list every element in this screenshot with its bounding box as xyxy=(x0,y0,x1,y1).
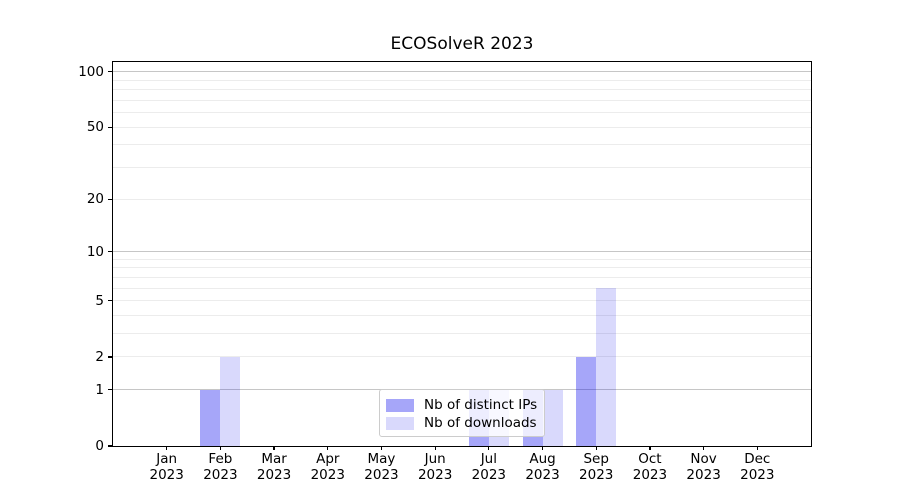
x-tick-label-dec: Dec 2023 xyxy=(740,451,775,483)
y-tick-10 xyxy=(108,250,112,253)
y-tick-50 xyxy=(108,126,112,128)
gridline-minor-8 xyxy=(113,267,811,269)
x-tick-oct xyxy=(649,446,651,450)
legend-label-downloads: Nb of downloads xyxy=(424,415,537,431)
x-tick-aug xyxy=(541,446,544,450)
x-tick-label-nov: Nov 2023 xyxy=(686,451,721,483)
x-tick-mar xyxy=(273,446,275,450)
gridline-minor-2 xyxy=(113,356,811,358)
legend-item-downloads: Nb of downloads xyxy=(386,415,538,431)
gridline-minor-60 xyxy=(113,112,811,114)
legend-swatch-distinct-ips xyxy=(386,398,414,412)
gridline-minor-9 xyxy=(113,258,811,260)
x-tick-sep xyxy=(595,446,597,450)
x-tick-label-mar: Mar 2023 xyxy=(256,451,292,483)
y-tick-label-50: 50 xyxy=(86,119,104,136)
y-tick-label-0: 0 xyxy=(95,438,104,454)
x-tick-jul xyxy=(488,446,490,450)
gridline-minor-6 xyxy=(113,287,811,289)
y-tick-label-10: 10 xyxy=(86,243,104,260)
gridline-minor-4 xyxy=(113,315,811,316)
x-tick-dec xyxy=(756,446,758,450)
gridline-minor-50 xyxy=(113,126,811,128)
x-tick-nov xyxy=(702,446,705,450)
bar-sep-distinct-ips xyxy=(576,356,597,446)
y-tick-label-2: 2 xyxy=(95,348,104,365)
x-tick-label-jun: Jun 2023 xyxy=(417,451,453,483)
gridline-minor-7 xyxy=(113,276,811,278)
y-tick-label-100: 100 xyxy=(78,63,104,80)
x-tick-label-jan: Jan 2023 xyxy=(149,451,184,483)
gridline-minor-30 xyxy=(113,167,811,169)
y-tick-20 xyxy=(108,198,112,200)
gridline-minor-90 xyxy=(113,79,811,81)
gridline-minor-20 xyxy=(113,198,811,200)
gridline-major-10 xyxy=(113,251,811,253)
x-tick-label-aug: Aug 2023 xyxy=(525,451,560,483)
legend-swatch-downloads xyxy=(386,416,414,430)
chart-title: ECOSolveR 2023 xyxy=(390,34,534,54)
gridline-major-100 xyxy=(113,71,811,73)
gridline-minor-70 xyxy=(113,99,811,101)
x-tick-jan xyxy=(166,446,168,450)
x-tick-label-feb: Feb 2023 xyxy=(203,451,238,483)
y-tick-1 xyxy=(108,389,112,391)
legend-item-distinct-ips: Nb of distinct IPs xyxy=(386,397,538,413)
y-tick-5 xyxy=(108,300,112,302)
x-tick-label-may: May 2023 xyxy=(364,451,399,483)
x-tick-label-jul: Jul 2023 xyxy=(471,451,507,483)
gridline-minor-3 xyxy=(113,333,811,335)
gridline-minor-40 xyxy=(113,144,811,146)
x-tick-label-sep: Sep 2023 xyxy=(579,451,614,483)
x-tick-label-oct: Oct 2023 xyxy=(632,451,668,483)
legend: Nb of distinct IPs Nb of downloads xyxy=(379,389,545,437)
x-tick-jun xyxy=(434,446,436,450)
gridline-minor-5 xyxy=(113,300,811,302)
x-tick-feb xyxy=(219,446,222,450)
x-tick-label-apr: Apr 2023 xyxy=(310,451,345,483)
y-tick-0 xyxy=(108,445,112,447)
bar-feb-downloads xyxy=(220,356,241,446)
plot-area: Nb of distinct IPs Nb of downloads xyxy=(112,61,812,447)
y-tick-label-1: 1 xyxy=(95,381,104,398)
x-tick-may xyxy=(380,446,383,450)
bar-aug-downloads xyxy=(542,389,563,446)
bar-sep-downloads xyxy=(596,288,617,446)
x-tick-apr xyxy=(327,446,329,450)
gridline-minor-80 xyxy=(113,89,811,91)
y-tick-label-5: 5 xyxy=(95,292,104,309)
legend-label-distinct-ips: Nb of distinct IPs xyxy=(424,397,538,413)
bar-feb-distinct-ips xyxy=(200,389,221,446)
y-tick-100 xyxy=(108,71,112,73)
y-tick-2 xyxy=(108,356,112,358)
y-tick-label-20: 20 xyxy=(86,191,104,208)
